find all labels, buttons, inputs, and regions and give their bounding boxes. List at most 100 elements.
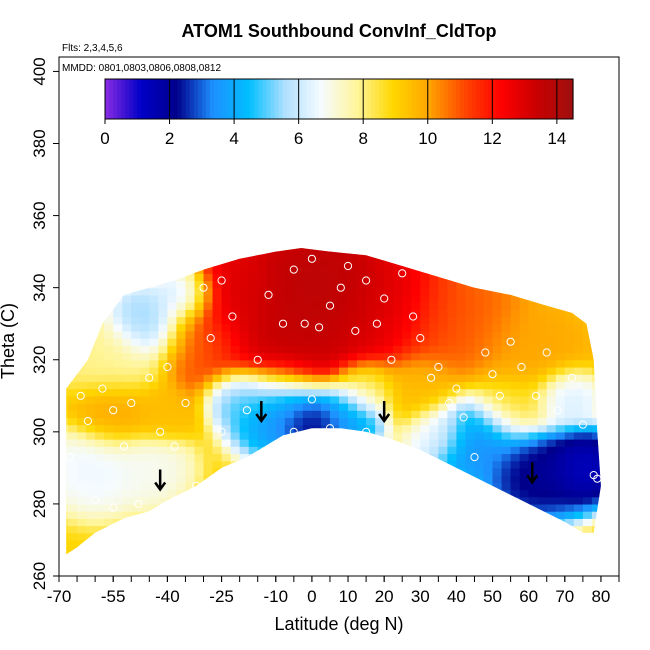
heatmap-cell (167, 309, 178, 318)
heatmap-cell (66, 266, 69, 274)
colorbar-swatch (294, 79, 300, 119)
heatmap-cell (113, 258, 123, 267)
heatmap-cell (474, 417, 485, 426)
heatmap-cell (167, 258, 178, 267)
heatmap-cell (582, 251, 593, 260)
heatmap-cell (176, 446, 187, 455)
heatmap-cell (68, 302, 78, 310)
heatmap-cell (194, 237, 204, 245)
heatmap-cell (302, 345, 313, 354)
observation-point (452, 384, 461, 393)
heatmap-cell (573, 294, 584, 303)
heatmap-cell (393, 460, 403, 469)
heatmap-cell (474, 302, 485, 310)
colorbar-swatch (540, 79, 546, 119)
heatmap-cell (266, 359, 277, 368)
heatmap-cell (402, 453, 412, 462)
heatmap-cell (122, 511, 132, 519)
heatmap-cell (375, 237, 385, 245)
heatmap-cell (564, 280, 575, 289)
heatmap-cell (302, 410, 313, 419)
heatmap-cell (501, 439, 512, 447)
heatmap-cell (140, 309, 150, 318)
heatmap-cell (329, 496, 340, 505)
heatmap-cell (212, 366, 223, 375)
heatmap-cell (221, 381, 232, 390)
heatmap-cell (302, 381, 313, 390)
heatmap-cell (483, 489, 494, 498)
heatmap-cell (465, 388, 476, 397)
heatmap-cell (420, 532, 430, 541)
heatmap-cell (158, 388, 168, 397)
heatmap-cell (239, 554, 250, 555)
heatmap-cell (95, 237, 105, 245)
heatmap-cell (176, 410, 187, 419)
heatmap-cell (456, 287, 467, 296)
heatmap-cell (484, 237, 494, 245)
heatmap-cell (456, 562, 466, 570)
heatmap-cell (357, 330, 367, 339)
heatmap-cell (302, 323, 313, 332)
heatmap-cell (311, 417, 322, 426)
heatmap-cell (601, 252, 611, 260)
heatmap-cell (601, 490, 611, 498)
heatmap-cell (582, 467, 593, 476)
heatmap-cell (366, 280, 376, 289)
heatmap-cell (366, 316, 376, 325)
heatmap-cell (230, 323, 241, 332)
heatmap-cell (68, 424, 78, 433)
colorbar-swatch (189, 79, 195, 119)
heatmap-cell (275, 424, 286, 433)
heatmap-cell (311, 439, 322, 447)
heatmap-cell (528, 403, 539, 411)
heatmap-cell (59, 230, 69, 238)
heatmap-cell (438, 532, 448, 541)
heatmap-cell (203, 345, 214, 354)
heatmap-cell (284, 251, 295, 260)
heatmap-cell (591, 532, 601, 541)
heatmap-cell (573, 424, 584, 433)
heatmap-cell (483, 453, 494, 462)
heatmap-cell (429, 345, 439, 354)
heatmap-cell (311, 309, 322, 318)
heatmap-cell (284, 467, 295, 476)
heatmap-cell (77, 489, 87, 498)
heatmap-cell (411, 287, 421, 296)
heatmap-cell (519, 446, 530, 455)
heatmap-cell (167, 359, 178, 368)
heatmap-cell (573, 431, 584, 440)
arrow-marker (255, 401, 268, 424)
heatmap-cell (275, 345, 286, 354)
heatmap-cell (221, 330, 232, 339)
heatmap-cell (402, 251, 412, 260)
heatmap-cell (384, 431, 394, 440)
heatmap-cell (601, 259, 611, 267)
heatmap-cell (384, 316, 394, 325)
heatmap-cell (438, 345, 448, 354)
heatmap-cell (438, 323, 448, 332)
heatmap-cell (329, 503, 340, 512)
heatmap-cell (86, 460, 96, 469)
heatmap-cell (420, 503, 430, 512)
heatmap-cell (104, 439, 114, 447)
heatmap-cell (194, 518, 205, 527)
heatmap-cell (483, 302, 494, 310)
heatmap-cell (329, 309, 340, 318)
heatmap-cell (68, 554, 78, 555)
heatmap-cell (438, 518, 448, 527)
heatmap-cell (384, 489, 394, 498)
heatmap-cell (348, 330, 358, 339)
heatmap-cell (203, 359, 214, 368)
heatmap-cell (104, 338, 114, 346)
heatmap-cell (149, 237, 159, 245)
heatmap-cell (456, 359, 467, 368)
heatmap-cell (167, 330, 178, 339)
heatmap-cell (492, 467, 503, 476)
heatmap-cell (230, 366, 241, 375)
heatmap-cell (302, 439, 313, 447)
heatmap-cell (375, 417, 385, 426)
heatmap-cell (348, 511, 358, 519)
heatmap-cell (438, 539, 448, 548)
heatmap-cell (131, 338, 141, 346)
heatmap-cell (420, 403, 430, 411)
